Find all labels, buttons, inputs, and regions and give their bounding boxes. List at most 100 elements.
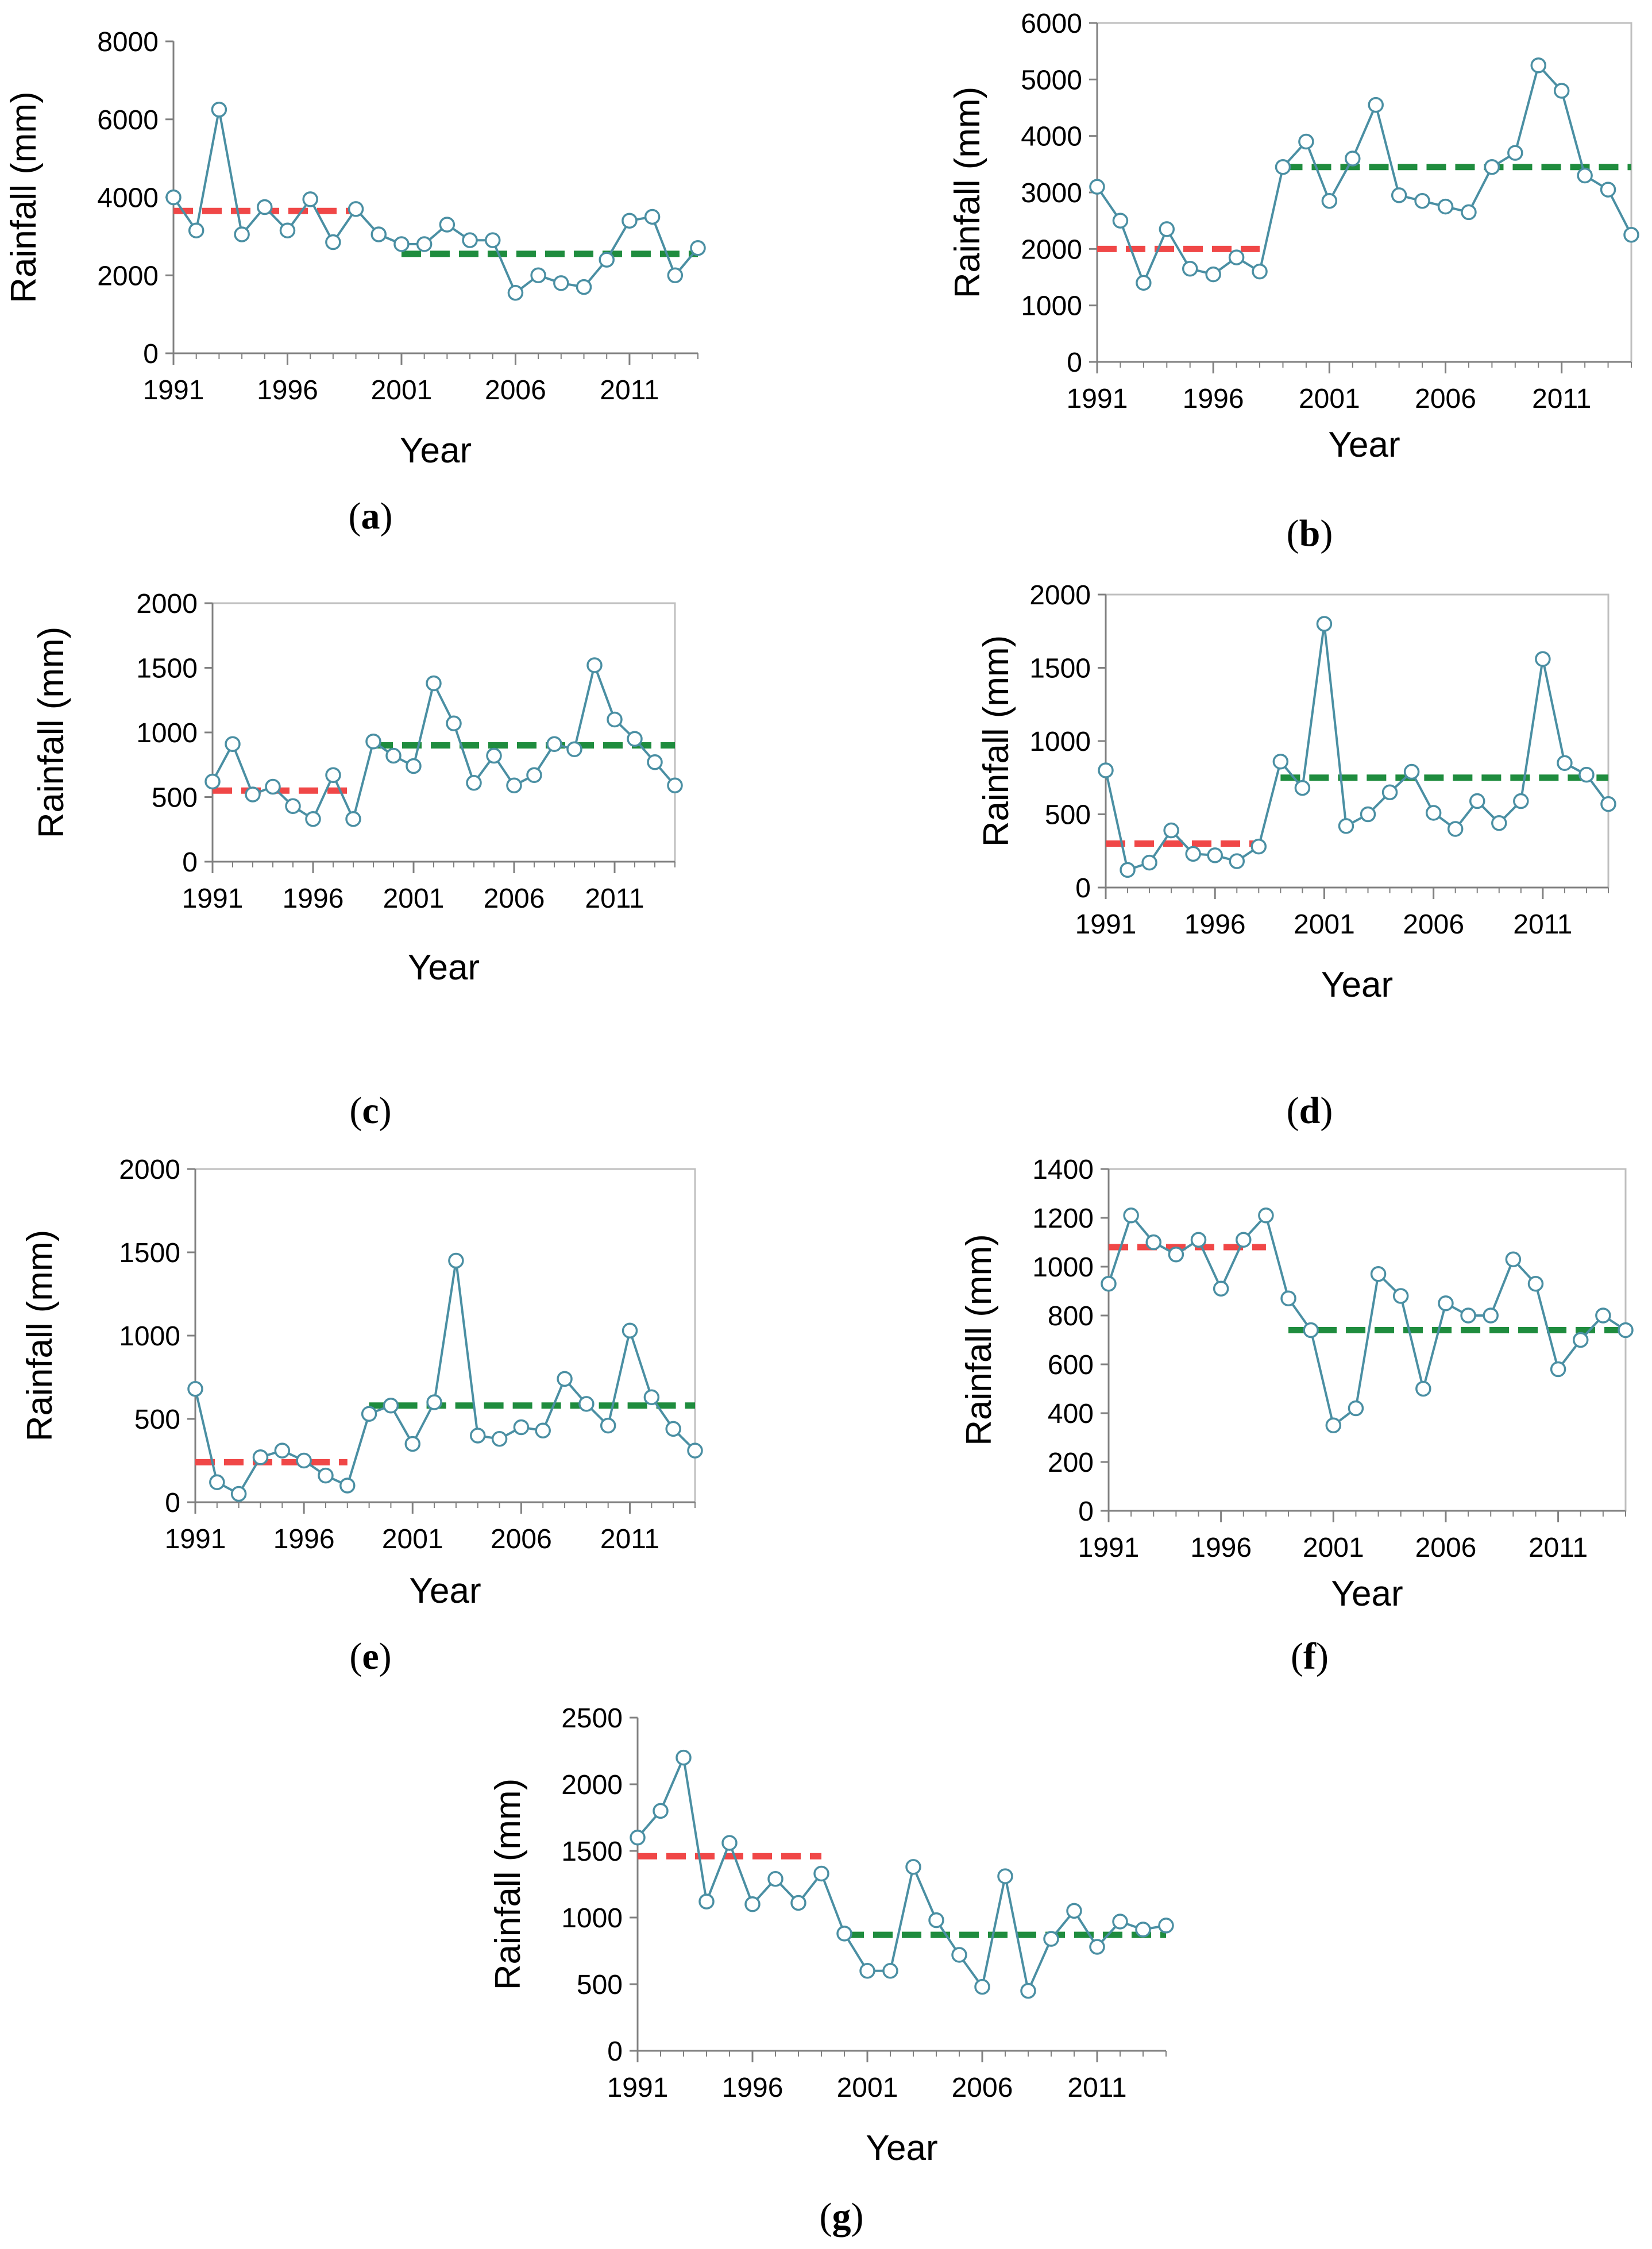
panel-label-open: ( [820, 2196, 832, 2238]
data-point [643, 1389, 660, 1406]
data-point [578, 1396, 595, 1412]
y-tick-label: 1500 [561, 1837, 623, 1867]
data-point [997, 1868, 1013, 1884]
data-point [1182, 261, 1198, 277]
x-tick-label: 2006 [1415, 1533, 1477, 1563]
data-point [506, 777, 522, 793]
data-point [1623, 227, 1639, 243]
y-tick-label: 800 [1048, 1301, 1094, 1332]
data-point [325, 767, 341, 783]
data-point [627, 731, 643, 747]
data-point [1550, 1361, 1566, 1378]
panel-label-close: ) [1320, 512, 1333, 554]
data-point [1513, 793, 1529, 809]
data-point [1205, 266, 1221, 283]
data-point [1345, 151, 1361, 167]
y-tick-label: 1200 [1032, 1203, 1094, 1234]
data-point [348, 201, 364, 217]
data-point [599, 252, 615, 268]
data-point [383, 1398, 399, 1414]
data-point [1089, 179, 1105, 195]
data-point [1461, 204, 1477, 221]
data-point [1145, 1234, 1162, 1251]
data-point [1438, 1295, 1454, 1311]
y-tick-label: 0 [165, 1488, 180, 1518]
data-point [1360, 806, 1376, 823]
x-tick-label: 1991 [182, 884, 244, 914]
data-point [622, 1322, 638, 1339]
data-point [859, 1963, 875, 1979]
data-point [790, 1895, 806, 1911]
data-point [1595, 1307, 1611, 1324]
data-point [644, 209, 661, 225]
data-point [1381, 784, 1398, 800]
data-point [204, 773, 221, 790]
data-point [1136, 275, 1152, 291]
y-tick-label: 1500 [136, 654, 198, 684]
data-point [404, 1436, 421, 1452]
data-point [439, 217, 456, 233]
x-tick-label: 2011 [600, 375, 659, 406]
y-tick-label: 1000 [119, 1321, 180, 1352]
data-point [630, 1830, 646, 1846]
panel-label-close: ) [379, 1090, 392, 1132]
y-tick-label: 4000 [1021, 122, 1082, 152]
y-tick-label: 6000 [1021, 9, 1082, 39]
data-point [1437, 198, 1454, 215]
x-tick-label: 2006 [952, 2073, 1013, 2103]
panel-label-close: ) [379, 1635, 392, 1677]
y-tick-label: 4000 [97, 183, 159, 214]
data-point [245, 786, 261, 803]
x-tick-label: 2001 [383, 884, 445, 914]
data-point [406, 758, 422, 774]
data-point [1391, 187, 1407, 203]
panel-label-open: ( [1291, 1635, 1303, 1677]
data-point [1168, 1247, 1184, 1263]
data-point [535, 1422, 551, 1439]
data-point [553, 275, 569, 291]
series-line [194, 1259, 696, 1495]
data-point [230, 1486, 247, 1502]
data-point [665, 1421, 681, 1437]
x-tick-label: 2011 [1067, 2073, 1126, 2103]
data-point [188, 222, 204, 238]
chart-f: 0 200 400 600 800 1000 1200 1400 1991 1996 2001 200… [959, 1155, 1634, 1677]
data-point [1020, 1982, 1036, 1999]
data-point [767, 1870, 783, 1887]
data-point [1535, 651, 1551, 667]
data-point [586, 657, 603, 673]
x-axis-title: Year [1328, 425, 1400, 465]
data-point [951, 1947, 967, 1963]
y-tick-label: 0 [182, 847, 198, 878]
x-tick-label: 2011 [1529, 1533, 1588, 1563]
data-point [1066, 1903, 1082, 1919]
x-tick-label: 1991 [1075, 909, 1137, 940]
x-tick-label: 2011 [1532, 384, 1591, 414]
data-point [448, 1252, 464, 1269]
data-point [486, 747, 502, 764]
y-axis-title: Rainfall (mm) [4, 91, 44, 303]
data-point [667, 267, 684, 283]
data-point [1425, 805, 1442, 821]
data-point [1370, 1266, 1387, 1282]
data-point [469, 1428, 486, 1444]
y-tick-label: 500 [134, 1405, 180, 1435]
panel-label-close: ) [1316, 1635, 1329, 1677]
chart-a: 0 2000 4000 6000 8000 1991 1996 2001 2006 2011 Yea… [4, 27, 706, 537]
data-point [813, 1865, 829, 1882]
data-point [974, 1978, 990, 1995]
data-point [647, 754, 663, 770]
data-point [1120, 862, 1136, 878]
y-tick-label: 1000 [1029, 727, 1091, 757]
data-point [530, 267, 546, 283]
x-tick-label: 1991 [607, 2073, 669, 2103]
data-point [1572, 1332, 1589, 1348]
x-tick-label: 1996 [273, 1524, 335, 1554]
data-point [1414, 193, 1430, 209]
data-point [370, 226, 387, 242]
data-point [1415, 1380, 1431, 1397]
data-point [1600, 796, 1616, 812]
x-tick-label: 1996 [283, 884, 344, 914]
y-tick-label: 2000 [1021, 234, 1082, 265]
